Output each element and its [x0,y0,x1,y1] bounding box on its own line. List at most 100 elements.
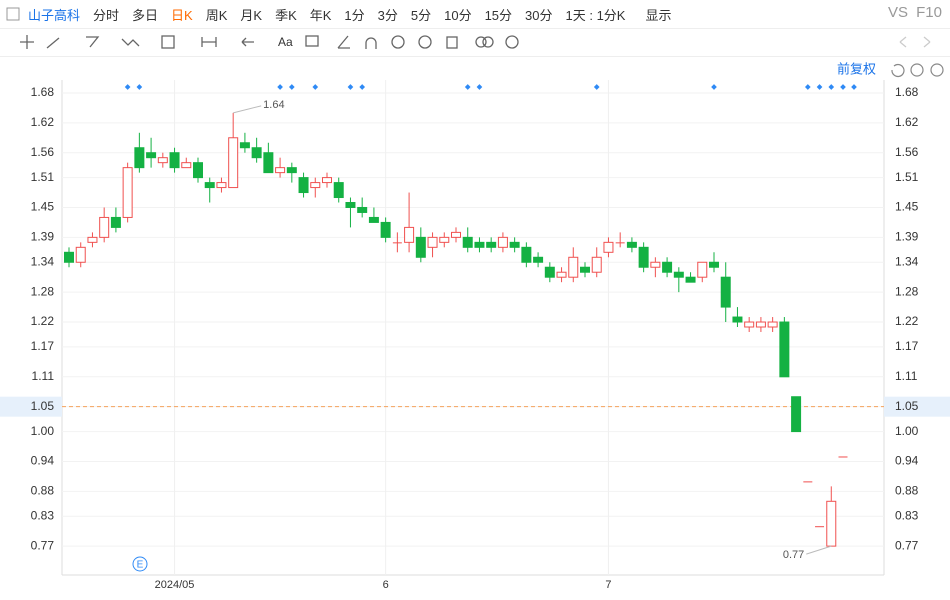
y-tick-label-right: 1.62 [895,115,919,129]
adjust-mode[interactable]: 前复权 [837,61,876,76]
candle-body [392,242,402,244]
drawing-toolbar: Aa [0,29,950,57]
event-dot [288,84,295,90]
candle-body [603,241,614,253]
candle-body [544,266,555,278]
event-dot [851,84,857,90]
interval[interactable]: 1天 : 1分K [565,7,626,23]
undo-redo[interactable] [899,36,931,48]
candle-body [134,147,145,169]
arrow-icon[interactable] [241,37,254,47]
candle-body [228,137,239,189]
event-dot [593,84,600,90]
candle-body [462,236,473,248]
candle-body [357,206,368,213]
candle-body [146,152,157,159]
candle-body [415,236,426,258]
hide-icon[interactable] [418,35,432,49]
period-tab[interactable]: 分时 [93,7,120,23]
period-tab[interactable]: 季K [275,7,297,23]
event-dot [124,84,131,90]
fib-icon[interactable] [161,35,175,49]
display-menu[interactable]: 显示 [645,7,672,23]
candle-body [239,142,250,149]
f10-button[interactable]: F10 [916,4,942,21]
candle-body [826,500,837,547]
zoom-in[interactable] [930,63,944,77]
y-tick-label: 1.28 [31,284,55,298]
candle-body [169,152,180,169]
reset-icon[interactable] [891,63,905,78]
zoom-out[interactable] [910,63,924,77]
period-tab[interactable]: 周K [205,7,228,23]
period-tab[interactable]: 1分 [344,7,365,23]
wave-icon[interactable] [121,38,140,47]
candle-body [568,256,579,278]
period-tab[interactable]: 月K [240,7,263,23]
candle-body [709,261,719,268]
candle-body [521,246,532,263]
event-icon [132,556,148,572]
arc-icon[interactable] [365,37,377,49]
link-icon[interactable] [475,36,487,48]
event-dot [359,84,366,90]
candle-body [697,261,708,278]
price-highlight [884,396,950,417]
y-tick-label-right: 1.22 [895,314,919,328]
checkbox[interactable] [6,7,20,21]
event-dot [816,84,823,90]
y-tick-label-right: 1.51 [895,170,919,184]
angle-icon[interactable] [337,35,350,49]
y-tick-label: 0.83 [31,508,55,522]
period-tab[interactable]: 3分 [377,7,398,23]
candle-body [451,231,461,238]
delete-icon[interactable] [446,36,458,49]
x-tick-label: 2024/05 [155,579,195,591]
y-tick-label: 1.68 [31,85,55,99]
event-dot [711,84,717,90]
candle-body [87,236,98,243]
y-tick-label-right: 1.05 [895,399,919,413]
y-tick-label: 1.62 [31,115,55,129]
stock-name[interactable]: 山子高科 [28,7,81,23]
eye-icon[interactable] [391,35,405,49]
period-list: 分时 多日 日K 周K 月K 季K 年K 1分 3分 5分 10分 15分 30分 [80,5,553,24]
period-tab[interactable]: 年K [309,7,332,23]
y-tick-label: 1.22 [31,314,55,328]
period-tab[interactable]: 15分 [484,7,513,23]
line-icon[interactable] [46,37,60,49]
candle-body [368,216,379,223]
event-dot [828,84,835,90]
event-dot [464,84,471,90]
y-tick-label-right: 1.39 [895,230,919,244]
max-leader [233,105,262,114]
y-tick-label-right: 1.56 [895,145,919,159]
y-tick-label: 1.17 [31,339,55,353]
y-tick-label: 1.39 [31,230,55,244]
kline-chart: 前复权 1.68 1.68 1.62 1.62 1.56 1.56 1.51 1.51 1.45… [0,61,950,591]
period-tab[interactable]: 5分 [410,7,432,23]
period-tab[interactable]: 10分 [444,7,472,23]
event-dot [136,84,143,90]
channel-icon[interactable] [86,36,100,48]
period-tab[interactable]: 多日 [132,7,159,23]
candle-body [380,221,391,238]
note-icon[interactable] [305,35,319,47]
period-tab[interactable]: 30分 [525,7,553,23]
settings-icon[interactable] [505,35,519,49]
candle-body [298,177,309,194]
candle-body [333,182,344,199]
y-tick-label-right: 0.88 [895,484,919,498]
vs-button[interactable]: VS [887,4,908,21]
candle-body [310,182,321,189]
period-tab[interactable]: 日K [171,7,193,23]
measure-icon[interactable] [201,37,217,47]
candle-body [615,242,625,244]
y-tick-label: 0.94 [31,454,55,468]
price-highlight [0,396,62,417]
move-icon[interactable] [20,35,34,49]
text-tool[interactable]: Aa [278,35,293,49]
event-dot [277,84,283,90]
x-tick-label: 6 [383,579,389,591]
y-tick-label: 1.51 [31,170,55,184]
